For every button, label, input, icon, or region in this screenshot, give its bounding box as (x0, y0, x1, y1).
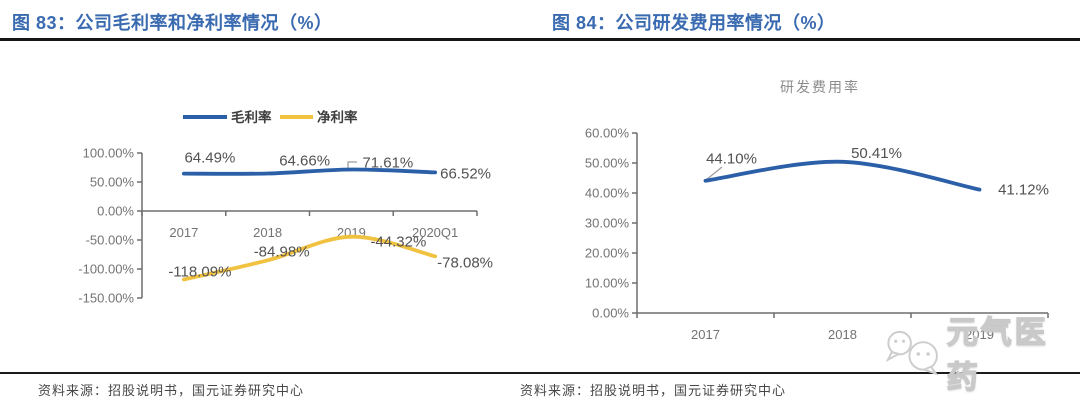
svg-text:44.10%: 44.10% (706, 151, 757, 168)
svg-text:净利率: 净利率 (317, 109, 358, 125)
svg-text:50.41%: 50.41% (851, 145, 902, 162)
svg-text:41.12%: 41.12% (998, 182, 1049, 199)
svg-text:2017: 2017 (169, 225, 198, 240)
svg-text:-50.00%: -50.00% (86, 233, 135, 248)
svg-text:20.00%: 20.00% (585, 246, 630, 261)
svg-text:2019: 2019 (965, 327, 994, 342)
figure84-source: 资料来源：招股说明书，国元证券研究中心 (520, 383, 787, 398)
svg-text:40.00%: 40.00% (585, 186, 630, 201)
svg-text:研发费用率: 研发费用率 (780, 79, 860, 95)
footer-rule (0, 372, 1080, 374)
svg-text:60.00%: 60.00% (585, 126, 630, 141)
svg-text:71.61%: 71.61% (362, 155, 413, 172)
svg-text:2020Q1: 2020Q1 (412, 225, 458, 240)
svg-text:10.00%: 10.00% (585, 276, 630, 291)
margin-net-margin-chart: 100.00% 50.00% 0.00% -50.00% -100.00% -150.00… (78, 109, 493, 306)
svg-text:0.00%: 0.00% (97, 204, 134, 219)
figure83-title: 图 83：公司毛利率和净利率情况（%） (12, 13, 333, 33)
watermark: 元气医药 (882, 314, 1080, 396)
svg-text:64.49%: 64.49% (184, 150, 235, 167)
svg-text:50.00%: 50.00% (90, 175, 135, 190)
svg-text:66.52%: 66.52% (440, 165, 491, 182)
svg-text:0.00%: 0.00% (592, 306, 629, 321)
svg-text:64.66%: 64.66% (279, 153, 330, 170)
header-rule (0, 38, 1080, 41)
svg-text:-118.09%: -118.09% (168, 264, 231, 281)
svg-text:-44.32%: -44.32% (370, 234, 426, 251)
svg-text:100.00%: 100.00% (83, 146, 135, 161)
svg-text:2018: 2018 (828, 327, 857, 342)
svg-text:毛利率: 毛利率 (231, 109, 272, 125)
svg-text:2017: 2017 (691, 327, 720, 342)
svg-text:50.00%: 50.00% (585, 156, 630, 171)
chat-bubbles-icon (885, 330, 939, 376)
svg-text:30.00%: 30.00% (585, 216, 630, 231)
svg-text:-150.00%: -150.00% (78, 291, 134, 306)
rd-expense-ratio-chart: 60.00% 50.00% 40.00% 30.00% 20.00% 10.00% 0.00… (585, 79, 1049, 342)
figure84-title: 图 84：公司研发费用率情况（%） (552, 13, 836, 33)
svg-text:2018: 2018 (253, 225, 282, 240)
watermark-text: 元气医药 (946, 314, 1049, 395)
figure83-source: 资料来源：招股说明书，国元证券研究中心 (38, 383, 305, 398)
svg-text:-100.00%: -100.00% (78, 262, 134, 277)
svg-text:-84.98%: -84.98% (254, 243, 310, 260)
svg-text:-78.08%: -78.08% (437, 254, 493, 271)
